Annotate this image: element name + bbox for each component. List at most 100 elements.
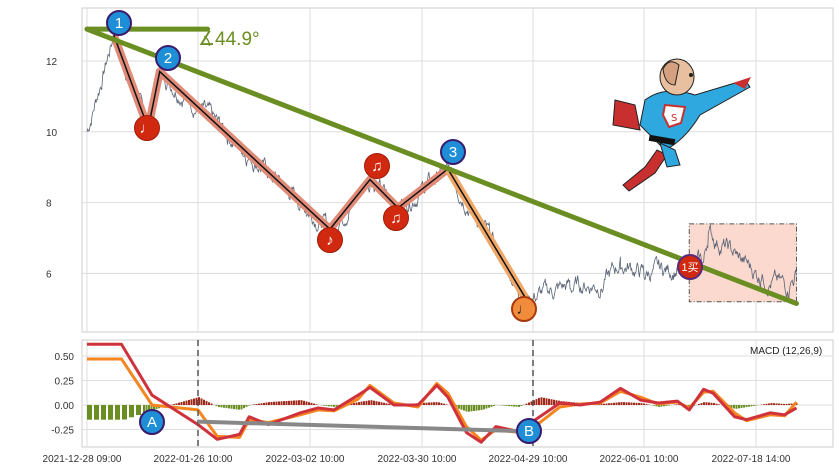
histogram-bar <box>790 403 793 405</box>
histogram-bar <box>735 405 738 409</box>
histogram-bar <box>763 404 765 405</box>
histogram-bar <box>678 404 680 405</box>
histogram-bar <box>493 405 495 406</box>
histogram-bar <box>463 405 465 411</box>
histogram-bar <box>365 400 368 405</box>
histogram-bar <box>238 405 240 410</box>
histogram-bar <box>350 403 353 405</box>
histogram-bar <box>198 397 200 405</box>
histogram-bar <box>748 405 750 407</box>
histogram-bar <box>783 403 785 405</box>
price-pane <box>81 7 834 333</box>
histogram-bar <box>535 399 538 405</box>
histogram-bar <box>765 403 768 405</box>
histogram-bar <box>513 405 515 407</box>
histogram-bar <box>620 402 623 405</box>
histogram-bar <box>183 401 185 405</box>
histogram-bar <box>460 405 463 410</box>
histogram-bar <box>258 403 260 405</box>
end-note-marker: ♩ <box>511 296 537 322</box>
histogram-bar <box>423 402 425 405</box>
histogram-bar <box>190 399 193 405</box>
histogram-bar <box>268 402 270 405</box>
histogram-bar <box>115 405 120 420</box>
histogram-bar <box>265 402 268 405</box>
histogram-bar <box>470 405 473 412</box>
histogram-bar <box>653 405 655 406</box>
histogram-bar <box>295 400 298 405</box>
histogram-bar <box>635 402 638 405</box>
histogram-bar <box>223 405 225 408</box>
histogram-bar <box>633 402 635 405</box>
histogram-bar <box>630 402 633 405</box>
histogram-bar <box>175 403 178 405</box>
histogram-bar <box>248 405 250 406</box>
x-tick-label: 2022-07-18 14:00 <box>712 454 791 465</box>
histogram-bar <box>370 400 373 405</box>
histogram-bar <box>443 403 445 405</box>
histogram-bar <box>425 402 428 405</box>
histogram-bar <box>445 404 448 405</box>
x-tick-label: 2022-06-01 10:00 <box>600 454 679 465</box>
histogram-bar <box>122 405 127 420</box>
histogram-bar <box>775 403 778 405</box>
y-tick-label: 12 <box>46 57 58 68</box>
histogram-bar <box>490 405 493 407</box>
histogram-bar <box>313 403 315 405</box>
histogram-bar <box>148 405 150 412</box>
histogram-bar <box>640 403 643 405</box>
histogram-bar <box>553 399 555 405</box>
histogram-bar <box>275 401 278 405</box>
histogram-bar <box>520 405 523 406</box>
histogram-bar <box>510 405 513 407</box>
histogram-bar <box>525 403 528 405</box>
histogram-bar <box>385 403 388 405</box>
histogram-bar <box>285 401 288 405</box>
histogram-bar <box>203 399 205 405</box>
histogram-bar <box>475 405 478 411</box>
pivot-marker-3: 3 <box>440 139 466 165</box>
histogram-bar <box>468 405 470 412</box>
histogram-bar <box>233 405 235 410</box>
divergence-label: B <box>523 422 534 440</box>
histogram-bar <box>195 397 198 405</box>
histogram-bar <box>355 402 358 405</box>
histogram-bar <box>705 402 708 405</box>
histogram-bar <box>515 405 518 407</box>
divergence-marker-a: A <box>139 409 165 435</box>
histogram-bar <box>538 397 540 405</box>
histogram-bar <box>675 404 678 405</box>
histogram-bar <box>218 405 220 408</box>
x-tick-label: 2022-03-02 10:00 <box>266 454 345 465</box>
histogram-bar <box>383 402 385 405</box>
histogram-bar <box>200 398 203 405</box>
histogram-bar <box>660 405 663 407</box>
histogram-bar <box>715 403 718 405</box>
y-tick-label: -0.25 <box>51 426 74 437</box>
histogram-bar <box>325 405 328 406</box>
histogram-bar <box>129 405 134 418</box>
histogram-bar <box>150 405 153 411</box>
histogram-bar <box>273 401 275 405</box>
histogram-bar <box>335 405 338 407</box>
histogram-bar <box>480 405 483 410</box>
y-tick-label: 0.50 <box>55 352 75 363</box>
histogram-bar <box>703 402 705 405</box>
histogram-bar <box>740 405 743 408</box>
note-label: ♩ <box>516 300 532 318</box>
note-marker: ♫ <box>383 205 409 231</box>
histogram-bar <box>545 398 548 405</box>
histogram-bar <box>430 402 433 405</box>
histogram-bar <box>255 404 258 405</box>
histogram-bar <box>290 400 293 405</box>
histogram-bar <box>778 403 780 405</box>
note-label: ♫ <box>371 157 383 175</box>
y-tick-label: 10 <box>46 128 58 139</box>
histogram-bar <box>143 405 145 413</box>
histogram-bar <box>363 401 365 405</box>
note-label: ♫ <box>390 209 402 227</box>
histogram-bar <box>458 405 460 409</box>
histogram-bar <box>308 402 310 405</box>
buy-marker: 1买 <box>677 254 703 280</box>
x-tick-label: 2022-01-26 10:00 <box>154 454 233 465</box>
